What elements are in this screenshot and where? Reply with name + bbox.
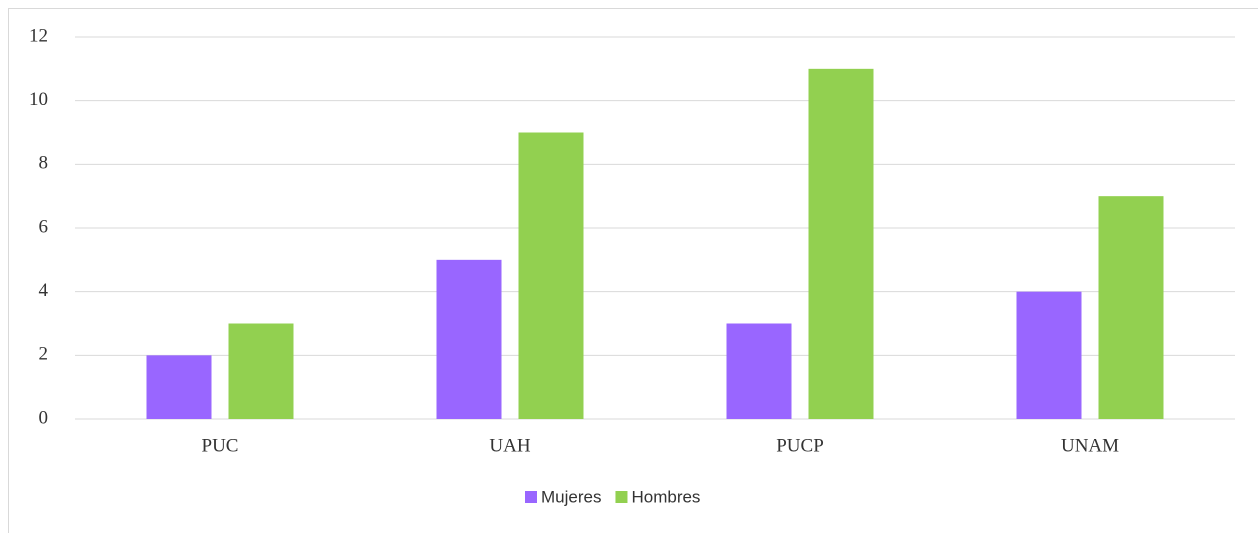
bar xyxy=(1016,291,1082,419)
y-tick-label: 12 xyxy=(29,25,48,46)
x-tick-label: UAH xyxy=(489,435,530,456)
y-tick-label: 0 xyxy=(39,407,49,428)
legend-label: Mujeres xyxy=(541,487,601,506)
legend-swatch xyxy=(615,491,628,503)
y-tick-label: 2 xyxy=(39,344,49,365)
bar xyxy=(726,323,792,419)
bar xyxy=(228,323,294,419)
y-tick-label: 6 xyxy=(39,216,49,237)
legend-label: Hombres xyxy=(631,487,700,506)
chart-border xyxy=(8,8,1258,533)
bar xyxy=(436,259,502,419)
y-tick-label: 4 xyxy=(39,280,49,301)
bar xyxy=(146,355,212,419)
x-tick-label: PUC xyxy=(202,435,239,456)
legend-swatch xyxy=(525,491,537,503)
bar xyxy=(808,68,874,419)
x-tick-label: UNAM xyxy=(1061,435,1119,456)
bar xyxy=(1098,196,1164,419)
x-tick-label: PUCP xyxy=(776,435,824,456)
bar xyxy=(518,132,584,419)
y-tick-label: 8 xyxy=(39,153,49,174)
y-tick-label: 10 xyxy=(29,89,48,110)
